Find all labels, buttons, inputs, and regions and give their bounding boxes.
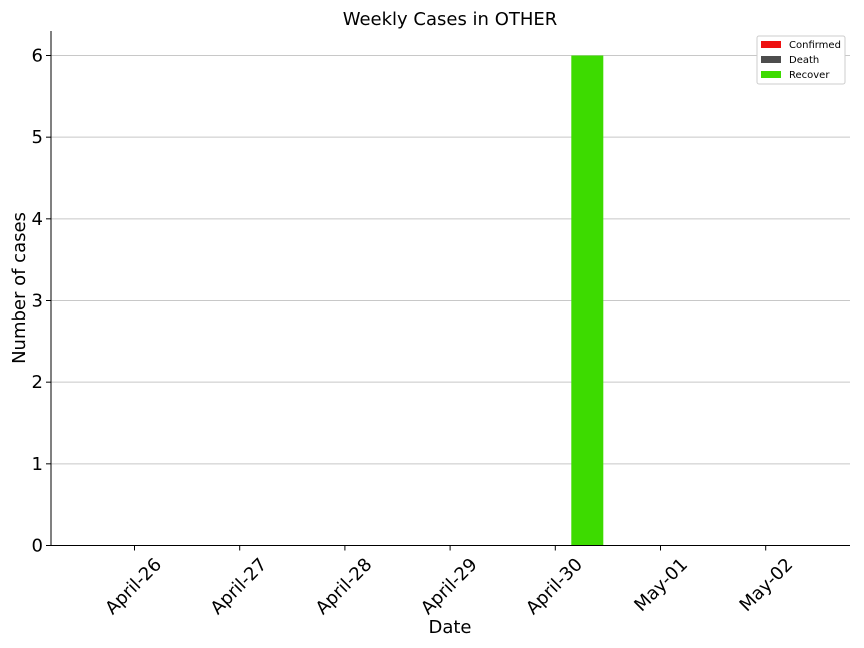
x-tick-label: April-27	[207, 554, 272, 619]
legend-swatch-death	[761, 56, 781, 63]
x-axis-label: Date	[428, 617, 471, 638]
y-tick-label: 6	[32, 46, 43, 67]
y-ticks: 0 1 2 3 4 5 6	[32, 46, 51, 557]
x-ticks: April-26 April-27 April-28 April-29 April-30…	[101, 545, 798, 619]
y-tick-label: 1	[32, 454, 43, 475]
y-tick-label: 0	[32, 536, 43, 557]
gridlines	[51, 55, 850, 465]
x-tick-label: April-26	[101, 554, 166, 619]
x-tick-label: May-02	[736, 554, 798, 616]
x-tick-label: April-28	[312, 554, 377, 619]
legend-label-death: Death	[789, 55, 819, 66]
y-axis-label: Number of cases	[9, 212, 30, 364]
x-tick-label: April-30	[522, 554, 587, 619]
bar-recover-april-30	[571, 55, 604, 546]
legend: Confirmed Death Recover	[756, 35, 846, 85]
bars	[571, 55, 604, 546]
axes	[50, 31, 850, 546]
y-tick-label: 2	[32, 372, 43, 393]
legend-swatch-confirmed	[761, 41, 781, 48]
y-tick-label: 4	[32, 209, 43, 230]
y-tick-label: 5	[32, 127, 43, 148]
legend-swatch-recover	[761, 71, 781, 78]
chart-title: Weekly Cases in OTHER	[343, 9, 558, 30]
x-tick-label: May-01	[630, 554, 692, 616]
legend-label-confirmed: Confirmed	[789, 40, 841, 51]
legend-label-recover: Recover	[789, 70, 830, 81]
x-tick-label: April-29	[417, 554, 482, 619]
y-tick-label: 3	[32, 291, 43, 312]
